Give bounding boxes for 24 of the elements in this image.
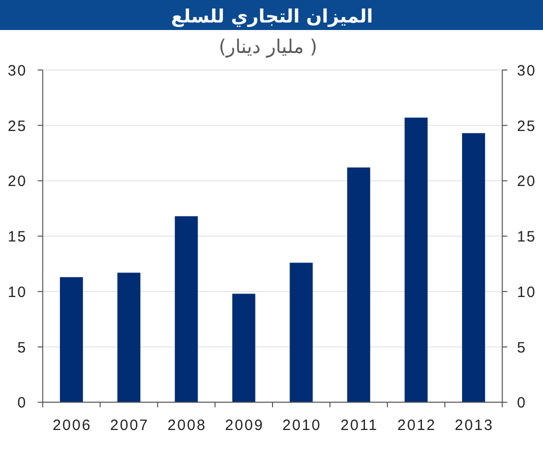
y2-tick-label: 0 (517, 394, 527, 412)
y-tick-label: 5 (17, 339, 27, 356)
x-tick-label: 2006 (52, 417, 92, 434)
x-tick-label: 2007 (110, 417, 150, 434)
y-tick-label: 30 (8, 62, 27, 80)
y-tick-label: 15 (8, 228, 27, 246)
y2-tick-label: 30 (517, 62, 536, 80)
y2-tick-label: 10 (517, 284, 536, 301)
y2-tick-label: 5 (517, 339, 527, 356)
y2-tick-label: 15 (517, 228, 536, 246)
y-tick-label: 0 (17, 394, 27, 412)
x-tick-label: 2013 (454, 417, 494, 434)
x-tick-label: 2009 (224, 417, 264, 434)
y2-tick-label: 25 (517, 118, 536, 135)
y-tick-label: 10 (8, 284, 27, 301)
x-tick-label: 2012 (397, 417, 436, 434)
y2-tick-label: 20 (517, 173, 536, 190)
x-tick-label: 2011 (340, 417, 378, 434)
y-tick-label: 25 (8, 118, 27, 135)
subtitle: ( مليار دينار) (218, 36, 318, 58)
title: الميزان التجاري للسلع (171, 6, 373, 28)
x-tick-label: 2010 (282, 417, 322, 434)
y-tick-label: 20 (8, 173, 27, 190)
x-tick-label: 2008 (168, 417, 207, 434)
